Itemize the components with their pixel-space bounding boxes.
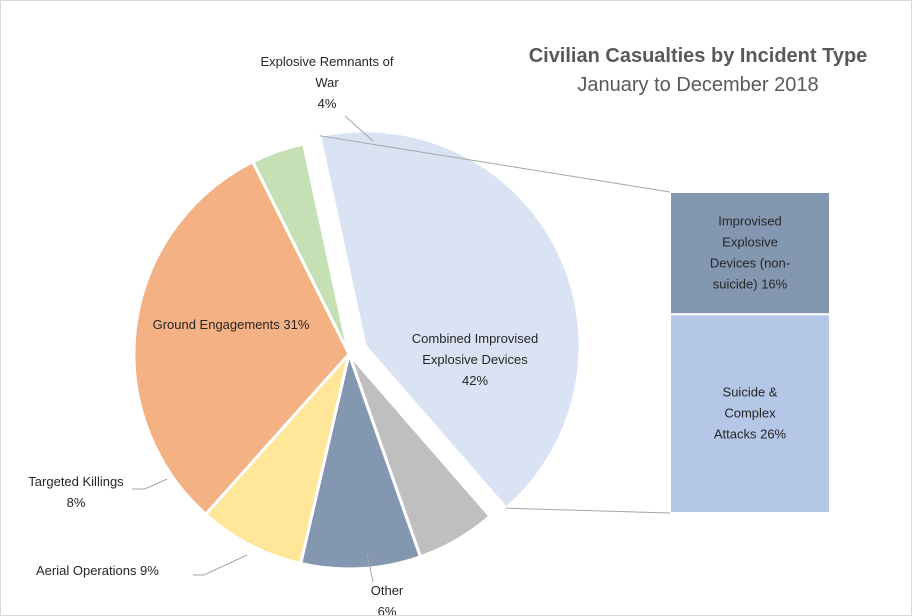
pie-slice-aerial-operations (298, 348, 423, 571)
pie-slice-targeted-killings (203, 353, 351, 566)
data-label-aerial-operations: Aerial Operations 9% (36, 563, 159, 578)
data-labels: Explosive Remnants of War 4% Combined Impro… (28, 54, 790, 615)
data-label-explosive-remnants-of-war: Explosive Remnants of War 4% (261, 54, 394, 111)
data-label-improvised-explosive-devices-non-suicide: Improvised Explosive Devices (non-suicide)… (710, 214, 790, 292)
leader-line-other (366, 553, 374, 583)
bar-segment-improvised-explosive-devices-non-suicide (669, 191, 831, 316)
chart-subtitle: January to December 2018 (577, 74, 818, 96)
leader-line-targeted-killings (132, 478, 168, 490)
data-label-other: Other 6% (371, 583, 404, 615)
data-label-suicide-complex-attacks: Suicide & Complex Attacks 26% (714, 385, 787, 442)
data-label-combined-improvised-explosive-devices: Combined Improvised Explosive Devices 42% (412, 331, 538, 388)
connector-line-top (319, 135, 671, 193)
breakdown-bar (669, 191, 831, 514)
pie-slice-ground-engagements (132, 159, 351, 517)
pie-slices (132, 129, 582, 571)
connector-line-bottom (506, 507, 671, 514)
pie-slice-combined-improvised-explosive-devices (317, 129, 582, 511)
leader-lines (132, 115, 671, 583)
bar-segment-suicide-complex-attacks (669, 313, 831, 514)
leader-line-explosive-remnants-of-war (344, 115, 374, 142)
data-label-ground-engagements: Ground Engagements 31% (153, 317, 310, 332)
data-label-targeted-killings: Targeted Killings 8% (28, 474, 124, 510)
chart-title: Civilian Casualties by Incident Type (529, 45, 868, 67)
leader-line-aerial-operations (193, 554, 248, 576)
